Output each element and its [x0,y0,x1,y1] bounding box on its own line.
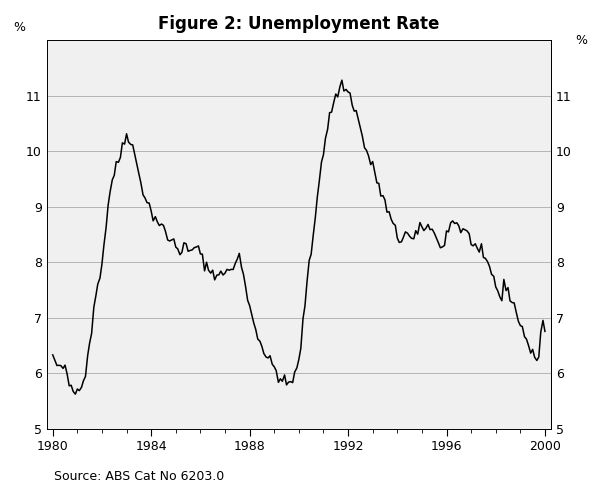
Title: Figure 2: Unemployment Rate: Figure 2: Unemployment Rate [158,15,440,33]
Text: Source: ABS Cat No 6203.0: Source: ABS Cat No 6203.0 [54,470,224,483]
Y-axis label: %: % [575,34,587,47]
Y-axis label: %: % [13,21,25,34]
